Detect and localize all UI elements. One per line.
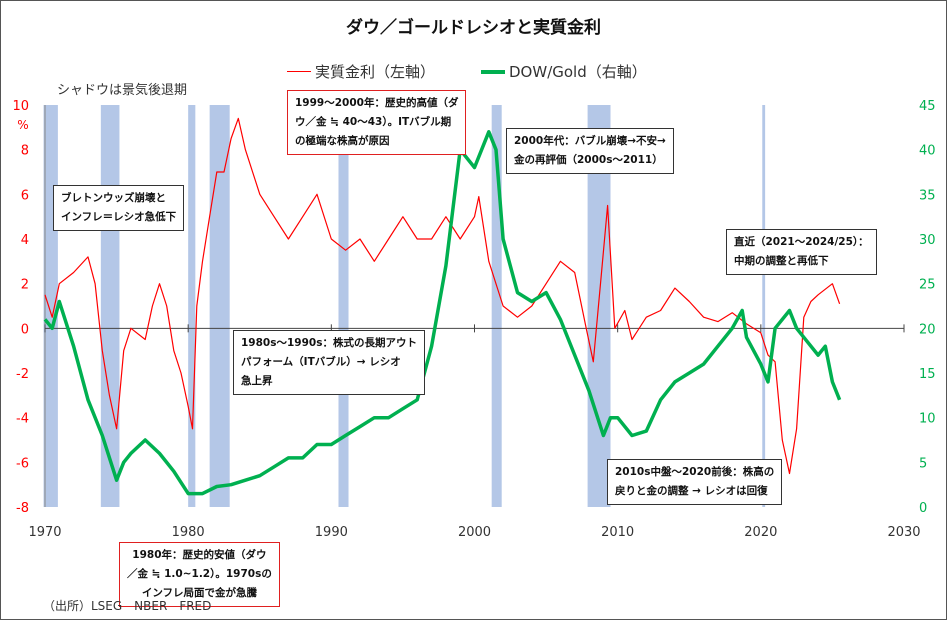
- x-tick-label: 1990: [315, 525, 348, 540]
- y-right-tick-label: 45: [919, 99, 936, 114]
- annotation-line: 1980年：歴史的安値（ダウ: [132, 549, 267, 561]
- annotation-line: ウ／金 ≒ 40～43）。ITバブル期: [295, 116, 452, 128]
- annotation-line: 中期の調整と再低下: [734, 255, 829, 267]
- y-right-tick-label: 5: [919, 456, 927, 471]
- annotation-line: 1999～2000年：歴史的高値（ダ: [295, 97, 459, 109]
- recession-shade: [338, 105, 349, 507]
- annotation-line: インフレ＝レシオ急低下: [61, 211, 177, 223]
- x-tick-label: 1970: [28, 525, 61, 540]
- annotation-line: の極端な株高が原因: [295, 135, 390, 147]
- chart-title: ダウ／ゴールドレシオと実質金利: [346, 18, 601, 38]
- legend-red-line-icon: [287, 71, 311, 72]
- y-right-tick-label: 0: [919, 501, 927, 516]
- recession-shade: [43, 105, 58, 507]
- x-tick-label: 2030: [887, 525, 920, 540]
- y-right-tick-label: 15: [919, 367, 936, 382]
- x-tick-label: 2000: [458, 525, 491, 540]
- recession-shade: [100, 105, 120, 507]
- y-right-tick-label: 35: [919, 188, 936, 203]
- y-left-tick-label: 6: [21, 188, 29, 203]
- annotation-line: ／金 ≒ 1.0~1.2）。1970sの: [127, 568, 272, 580]
- annotation-1980s-1990s: 1980s～1990s：株式の長期アウト パフォーム（ITバブル）→ レシオ 急…: [233, 330, 425, 395]
- y-left-tick-label: -2: [16, 367, 29, 382]
- legend-real-rate: 実質金利（左軸）: [287, 61, 435, 82]
- y-left-tick-label: -8: [16, 501, 29, 516]
- legend-dow-gold: DOW/Gold（右軸）: [481, 61, 647, 82]
- annotation-2000s: 2000年代：バブル崩壊→不安→ 金の再評価（2000s～2011）: [506, 128, 674, 174]
- legend-label: DOW/Gold（右軸）: [509, 63, 647, 81]
- y-left-tick-label: -6: [16, 456, 29, 471]
- legend-green-line-icon: [481, 69, 505, 74]
- y-left-tick-label: 10: [12, 99, 29, 114]
- annotation-1999: 1999～2000年：歴史的高値（ダ ウ／金 ≒ 40～43）。ITバブル期 の…: [287, 90, 467, 155]
- x-tick-label: 1980: [172, 525, 205, 540]
- annotation-bretton-woods: ブレトンウッズ崩壊と インフレ＝レシオ急低下: [53, 185, 185, 231]
- y-right-tick-label: 20: [919, 322, 936, 337]
- annotation-recent: 直近（2021～2024/25）： 中期の調整と再低下: [726, 229, 877, 275]
- annotation-2010s: 2010s中盤～2020前後：株高の 戻りと金の調整 → レシオは回復: [607, 459, 783, 505]
- annotation-line: 急上昇: [241, 375, 273, 387]
- x-tick-label: 2010: [601, 525, 634, 540]
- shadow-note: シャドウは景気後退期: [57, 83, 188, 98]
- recession-shade: [491, 105, 502, 507]
- dow-gold-line: [43, 130, 842, 496]
- annotation-line: パフォーム（ITバブル）→ レシオ: [241, 356, 401, 368]
- y-left-unit: %: [17, 118, 28, 132]
- x-tick-label: 2020: [744, 525, 777, 540]
- y-right-tick-label: 40: [919, 144, 936, 159]
- annotation-line: 直近（2021～2024/25）：: [734, 236, 869, 248]
- y-right-tick-label: 30: [919, 233, 936, 248]
- y-right-tick-label: 10: [919, 412, 936, 427]
- y-right-tick-label: 25: [919, 278, 936, 293]
- y-left-tick-label: 4: [21, 233, 29, 248]
- annotation-line: 2000年代：バブル崩壊→不安→: [514, 135, 666, 147]
- recession-shade: [209, 105, 230, 507]
- annotation-line: インフレ局面で金が急騰: [141, 587, 258, 599]
- y-left-tick-label: 0: [21, 322, 29, 337]
- annotation-line: 金の再評価（2000s～2011）: [514, 154, 663, 166]
- y-left-tick-label: -4: [16, 412, 29, 427]
- annotation-line: 2010s中盤～2020前後：株高の: [615, 466, 775, 478]
- annotation-line: 1980s～1990s：株式の長期アウト: [241, 337, 417, 349]
- annotation-1980: 1980年：歴史的安値（ダウ ／金 ≒ 1.0~1.2）。1970sの インフレ…: [119, 542, 280, 607]
- source-note: （出所）LSEG NBER FRED: [43, 599, 212, 613]
- annotation-line: ブレトンウッズ崩壊と: [61, 192, 166, 204]
- real-rate-line: [44, 117, 841, 475]
- recession-shade: [762, 105, 766, 507]
- y-left-tick-label: 8: [21, 144, 29, 159]
- y-left-tick-label: 2: [21, 278, 29, 293]
- recession-shade: [188, 105, 196, 507]
- annotation-line: 戻りと金の調整 → レシオは回復: [615, 485, 768, 497]
- legend-label: 実質金利（左軸）: [315, 63, 436, 81]
